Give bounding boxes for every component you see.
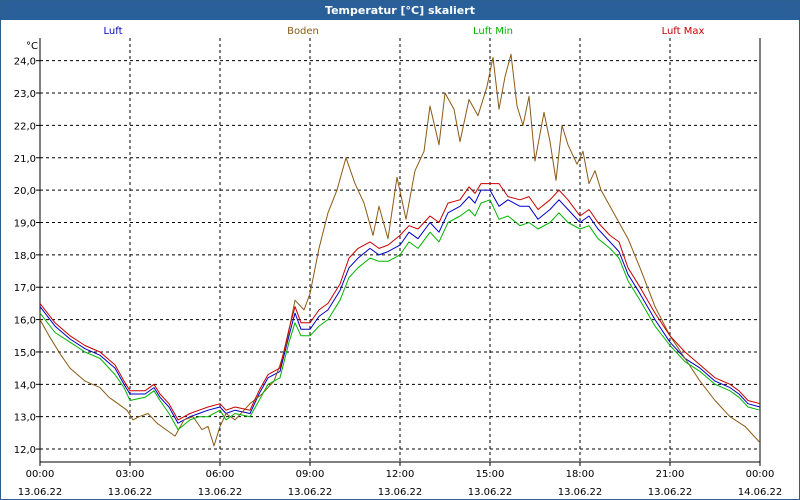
x-tick-time: 00:00 [746,469,775,480]
y-tick-label: 15,0 [14,348,36,359]
y-tick-label: 19,0 [14,218,36,229]
y-axis-label: °C [26,41,38,52]
y-tick-label: 13,0 [14,413,36,424]
series-line [39,183,761,421]
x-tick-date: 13.06.22 [468,487,513,498]
y-tick-label: 16,0 [14,316,36,327]
x-tick-time: 18:00 [566,469,595,480]
legend-item: Luft Max [662,26,705,37]
x-tick-date: 13.06.22 [378,487,423,498]
y-tick-label: 14,0 [14,380,36,391]
x-tick-time: 00:00 [26,469,55,480]
y-tick-label: 20,0 [14,186,36,197]
y-axis: 12,0 13,0 14,0 15,0 16,0 17,0 18,0 19,0 20,0 21,0… [14,57,40,456]
series-line [39,53,761,447]
x-tick-time: 09:00 [296,469,325,480]
x-tick-time: 21:00 [656,469,685,480]
y-tick-label: 17,0 [14,283,36,294]
plot-lines [39,53,761,447]
x-tick-time: 12:00 [386,469,415,480]
x-tick-date: 13.06.22 [558,487,603,498]
y-tick-label: 18,0 [14,251,36,262]
x-tick-time: 15:00 [476,469,505,480]
x-tick-date: 13.06.22 [648,487,693,498]
y-tick-label: 22,0 [14,121,36,132]
legend-item: Luft [104,26,123,37]
x-axis: 00:00 13.06.22 03:00 13.06.22 06:00 13.06.22 0… [18,462,783,498]
x-tick-date: 13.06.22 [18,487,63,498]
x-tick-date: 14.06.22 [738,487,783,498]
chart-title: Temperatur [°C] skaliert [1,1,799,20]
y-tick-label: 12,0 [14,445,36,456]
y-tick-label: 23,0 [14,89,36,100]
x-tick-date: 13.06.22 [108,487,153,498]
y-tick-label: 24,0 [14,57,36,68]
x-tick-date: 13.06.22 [198,487,243,498]
legend: Luft Boden Luft Min Luft Max [104,26,705,37]
legend-item: Luft Min [473,26,513,37]
grid [39,38,761,463]
x-tick-date: 13.06.22 [288,487,333,498]
series-line [39,189,761,424]
series-line [39,199,761,431]
y-tick-label: 21,0 [14,154,36,165]
x-tick-time: 06:00 [206,469,235,480]
x-tick-time: 03:00 [116,469,145,480]
legend-item: Boden [287,26,319,37]
